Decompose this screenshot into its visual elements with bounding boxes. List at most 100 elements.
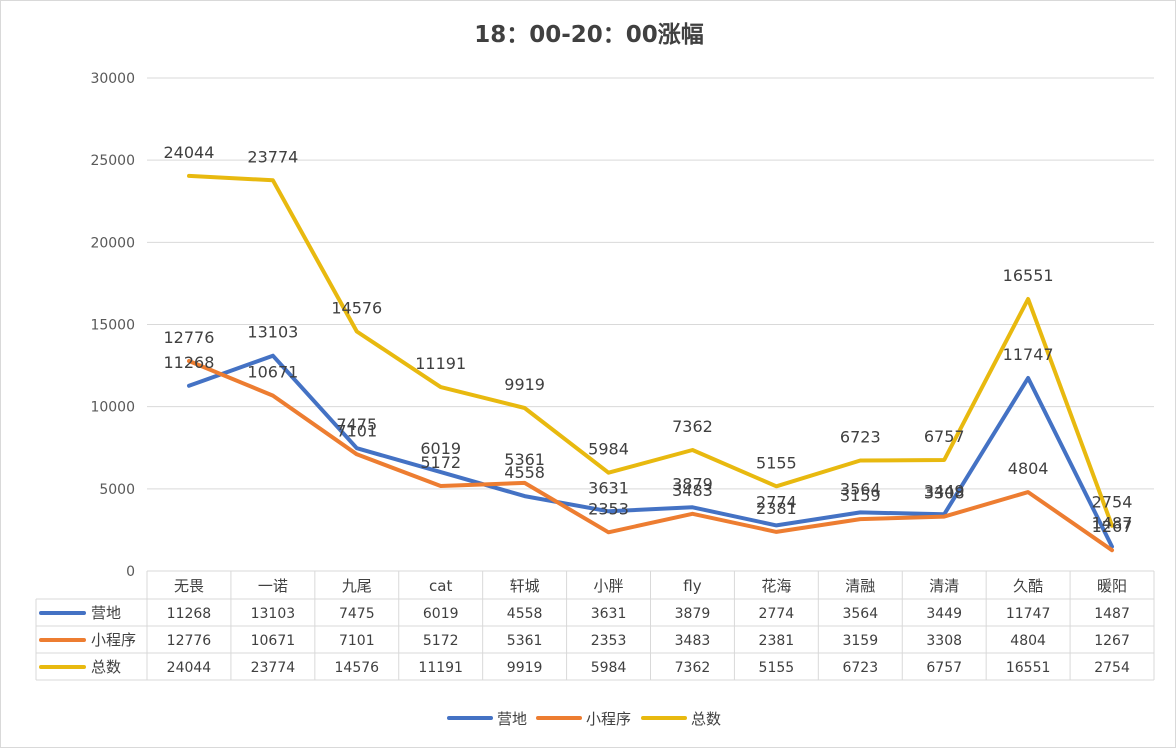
y-tick-label: 15000 [90, 318, 135, 334]
category-label: 花海 [761, 577, 791, 595]
table-cell: 3564 [842, 606, 878, 622]
data-label: 3564 [840, 479, 881, 498]
data-label: 3631 [588, 478, 629, 497]
data-label: 3449 [924, 481, 965, 500]
table-cell: 6019 [423, 606, 459, 622]
table-cell: 24044 [167, 660, 212, 676]
series-lines [187, 173, 1114, 553]
table-cell: 1267 [1094, 633, 1130, 649]
category-label: 无畏 [174, 577, 204, 595]
table-cell: 16551 [1006, 660, 1051, 676]
legend: 营地 小程序 总数 [447, 710, 721, 728]
table-cell: 1487 [1094, 606, 1130, 622]
table-cell: 6723 [842, 660, 878, 676]
category-label: cat [429, 577, 452, 595]
table-cell: 6757 [926, 660, 962, 676]
data-label: 2353 [588, 499, 629, 518]
data-label: 23774 [247, 147, 298, 166]
y-tick-label: 20000 [90, 235, 135, 251]
data-label: 3483 [672, 481, 713, 500]
data-label: 3308 [924, 484, 965, 503]
data-label: 5155 [756, 453, 797, 472]
table-cell: 3631 [591, 606, 627, 622]
gridlines [147, 77, 1154, 490]
data-labels: 11268 13103 7475 6019 4558 3631 3879 2774 3564 34… [164, 143, 1133, 536]
table-cell: 7101 [339, 633, 375, 649]
data-label: 11268 [164, 353, 215, 372]
table-cell: 11268 [167, 606, 212, 622]
data-label: 2754 [1092, 493, 1133, 512]
category-label: 久酷 [1013, 577, 1043, 595]
data-label: 2774 [756, 492, 797, 511]
category-label: 小胖 [594, 577, 624, 595]
data-label: 7475 [336, 415, 377, 434]
y-tick-label: 0 [126, 564, 135, 580]
table-cell: 3308 [926, 633, 962, 649]
category-label: 轩城 [510, 577, 540, 595]
table-cell: 12776 [167, 633, 212, 649]
y-tick-label: 25000 [90, 153, 135, 169]
table-cell: 2353 [591, 633, 627, 649]
table-cell: 2774 [759, 606, 795, 622]
data-label: 6723 [840, 428, 881, 447]
table-cell: 11747 [1006, 606, 1051, 622]
category-label: 一诺 [258, 577, 288, 595]
table-cell: 5361 [507, 633, 543, 649]
legend-label: 总数 [691, 710, 721, 728]
data-label: 12776 [164, 328, 215, 347]
table-cell: 5984 [591, 660, 627, 676]
data-label: 11747 [1003, 345, 1054, 364]
data-label: 5984 [588, 440, 629, 459]
table-cell: 23774 [251, 660, 296, 676]
table-cell: 3483 [675, 633, 711, 649]
table-cell: 14576 [335, 660, 380, 676]
table-cell: 3159 [842, 633, 878, 649]
data-label: 5172 [420, 453, 461, 472]
data-label: 13103 [247, 323, 298, 342]
data-label: 7101 [336, 421, 377, 440]
data-label: 1267 [1092, 517, 1133, 536]
table-cell: 3449 [926, 606, 962, 622]
table-cell: 13103 [251, 606, 296, 622]
category-label: 清融 [845, 577, 875, 595]
legend-label: 营地 [497, 710, 527, 728]
table-cell: 7362 [675, 660, 711, 676]
chart-title: 18：00-20：00涨幅 [474, 22, 704, 48]
table-cell: 10671 [251, 633, 296, 649]
data-label: 6019 [420, 439, 461, 458]
data-label: 14576 [331, 298, 382, 317]
data-label: 2381 [756, 499, 797, 518]
data-label: 4558 [504, 463, 545, 482]
category-label: 清清 [929, 577, 959, 595]
table-row-label: 总数 [91, 658, 121, 676]
table-cell: 5155 [759, 660, 795, 676]
table-cell: 2754 [1094, 660, 1130, 676]
data-label: 1487 [1092, 514, 1133, 533]
data-label: 4804 [1008, 459, 1049, 478]
data-label: 5361 [504, 450, 545, 469]
data-label: 3879 [672, 474, 713, 493]
data-label: 24044 [164, 143, 215, 162]
y-axis-ticks: 0 5000 10000 15000 20000 25000 30000 [90, 71, 135, 580]
table-cell: 4558 [507, 606, 543, 622]
y-tick-label: 10000 [90, 400, 135, 416]
category-label: 九尾 [342, 577, 372, 595]
table-cell: 11191 [418, 660, 463, 676]
data-label: 9919 [504, 375, 545, 394]
table-row-label: 小程序 [91, 631, 136, 649]
category-label: 暖阳 [1097, 577, 1127, 595]
data-label: 10671 [247, 363, 298, 382]
data-label: 7362 [672, 417, 713, 436]
table-cell: 4804 [1010, 633, 1046, 649]
data-label: 16551 [1003, 266, 1054, 285]
table-cell: 5172 [423, 633, 459, 649]
table-cell: 9919 [507, 660, 543, 676]
data-label: 6757 [924, 427, 965, 446]
table-cell: 2381 [759, 633, 795, 649]
legend-label: 小程序 [586, 710, 631, 728]
data-label: 11191 [415, 354, 466, 373]
series-line [187, 173, 1114, 528]
